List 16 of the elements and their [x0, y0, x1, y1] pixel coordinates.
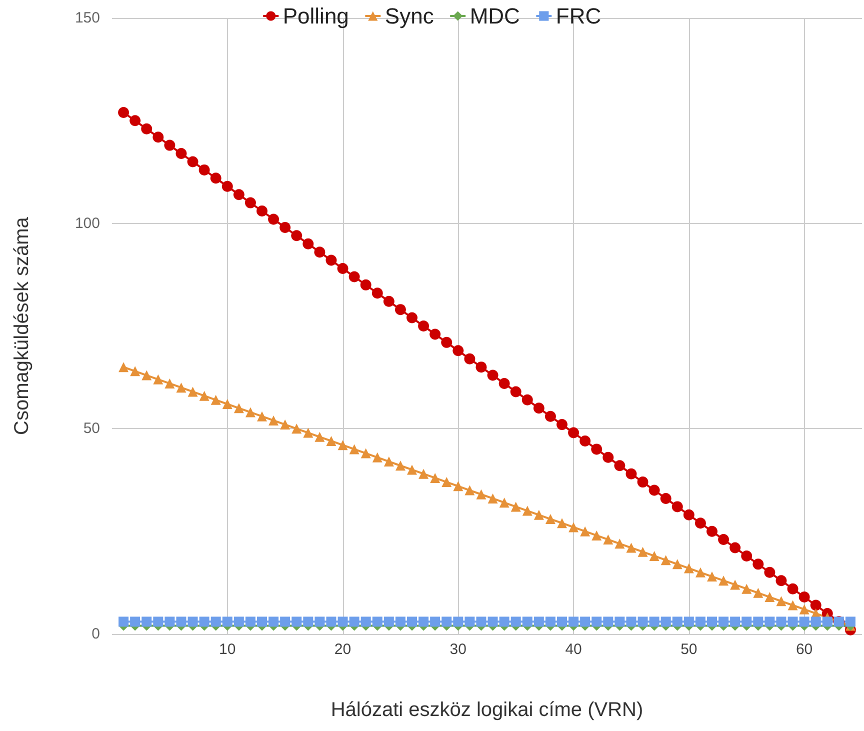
y-tick-label: 0 [92, 626, 100, 642]
y-tick-label: 50 [83, 420, 100, 438]
x-tick-label: 20 [334, 641, 352, 658]
y-tick-label: 100 [74, 214, 100, 232]
x-tick-label: 40 [565, 641, 582, 658]
x-tick-label: 10 [219, 641, 236, 658]
legend-label: Polling [282, 4, 349, 28]
y-tick-label: 150 [74, 10, 100, 26]
legend-label: MDC [470, 4, 520, 28]
legend-label: Sync [384, 4, 434, 28]
x-tick-label: 60 [796, 641, 813, 658]
x-axis-title: Hálózati eszköz logikai címe (VRN) [330, 699, 644, 721]
legend-label: FRC [556, 4, 602, 28]
x-tick-label: 50 [680, 641, 698, 658]
y-axis-title: Csomagküldések száma [11, 216, 33, 435]
x-tick-label: 30 [450, 641, 466, 658]
